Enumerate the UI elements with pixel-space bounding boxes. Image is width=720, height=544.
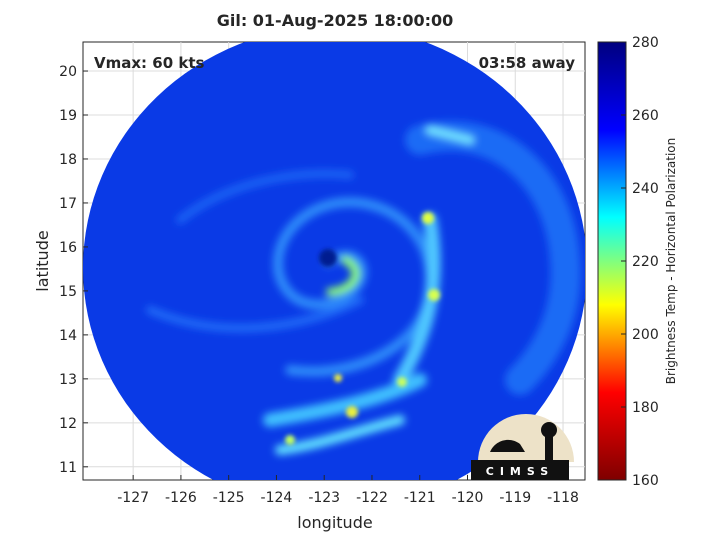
y-tick-label: 20 <box>59 64 77 80</box>
logo-text: CIMSS <box>486 465 554 478</box>
colorbar-tick-label: 220 <box>632 254 659 270</box>
swath <box>83 42 585 480</box>
x-tick-label: -118 <box>547 490 579 506</box>
x-tick-label: -124 <box>261 490 293 506</box>
y-tick-label: 18 <box>59 152 77 168</box>
colorbar-tick-label: 180 <box>632 400 659 416</box>
map-title: Gil: 01-Aug-2025 18:00:00 <box>217 11 454 30</box>
x-tick-label: -126 <box>165 490 197 506</box>
y-axis-label: latitude <box>33 230 52 291</box>
annotation: Vmax: 60 kts <box>94 54 204 72</box>
y-tick-label: 16 <box>59 240 77 256</box>
x-tick-label: -121 <box>404 490 436 506</box>
y-tick-label: 12 <box>59 416 77 432</box>
x-tick-label: -122 <box>356 490 388 506</box>
colorbar-tick-label: 260 <box>632 108 659 124</box>
y-tick-label: 15 <box>59 284 77 300</box>
x-tick-label: -127 <box>117 490 149 506</box>
y-tick-label: 13 <box>59 372 77 388</box>
axes: -127 -126 -125 -124 -123 -122 -121 -120 -119 -118… <box>59 64 579 506</box>
y-tick-label: 17 <box>59 196 77 212</box>
x-axis-label: longitude <box>297 513 372 532</box>
logo: CIMSS <box>471 414 574 480</box>
colorbar-tick-label: 160 <box>632 473 659 489</box>
x-tick-label: -119 <box>499 490 531 506</box>
colorbar-tick-label: 280 <box>632 35 659 51</box>
x-tick-label: -120 <box>452 490 484 506</box>
y-tick-label: 14 <box>59 328 77 344</box>
colorbar-label: Brightness Temp - Horizontal Polarizatio… <box>664 138 678 385</box>
x-tick-label: -125 <box>213 490 245 506</box>
annotation: 03:58 away <box>479 54 576 72</box>
y-tick-label: 19 <box>59 108 77 124</box>
colorbar-tick-label: 240 <box>632 181 659 197</box>
x-tick-label: -123 <box>308 490 340 506</box>
colorbar-tick-label: 200 <box>632 327 659 343</box>
colorbar-axis: 160 180 200 220 240 260 280 <box>621 35 659 489</box>
y-tick-label: 11 <box>59 460 77 476</box>
